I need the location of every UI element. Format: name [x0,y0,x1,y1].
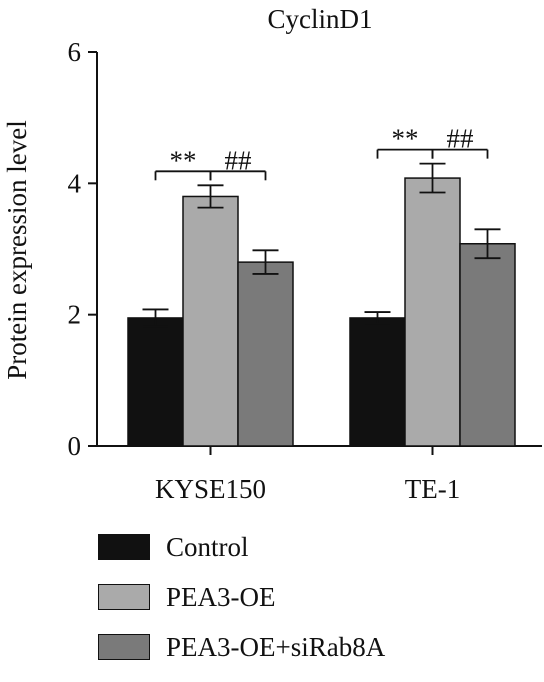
y-axis-label: Protein expression level [2,120,32,379]
bar [349,317,406,447]
y-tick-label: 0 [68,431,82,461]
x-tick-label: KYSE150 [155,474,266,504]
y-tick-label: 2 [68,300,82,330]
legend-swatch-pea3-oe-sirab8a [98,634,150,660]
legend-item-pea3-oe-sirab8a: PEA3-OE+siRab8A [98,632,385,662]
significance-label: ** [170,145,197,175]
significance-label: ## [447,124,475,154]
bar [182,195,239,447]
bar [404,177,461,447]
bar [127,317,184,447]
legend-label-pea3-oe-sirab8a: PEA3-OE+siRab8A [166,631,386,662]
x-tick-label: TE-1 [405,474,460,504]
legend-item-pea3-oe: PEA3-OE [98,582,385,612]
bar [237,261,294,447]
bar-chart: CyclinD1 Protein expression level 0 2 4 6 *… [2,4,542,504]
significance-label: ** [392,124,419,154]
legend: Control PEA3-OE PEA3-OE+siRab8A [98,532,385,682]
y-tick-label: 4 [68,168,82,198]
legend-swatch-control [98,534,150,560]
y-tick-label: 6 [68,37,82,67]
legend-label-control: Control [166,531,249,562]
significance-label: ## [225,145,253,175]
legend-label-pea3-oe: PEA3-OE [166,581,276,612]
bar [459,242,516,447]
legend-swatch-pea3-oe [98,584,150,610]
chart-title: CyclinD1 [268,4,373,34]
legend-item-control: Control [98,532,385,562]
